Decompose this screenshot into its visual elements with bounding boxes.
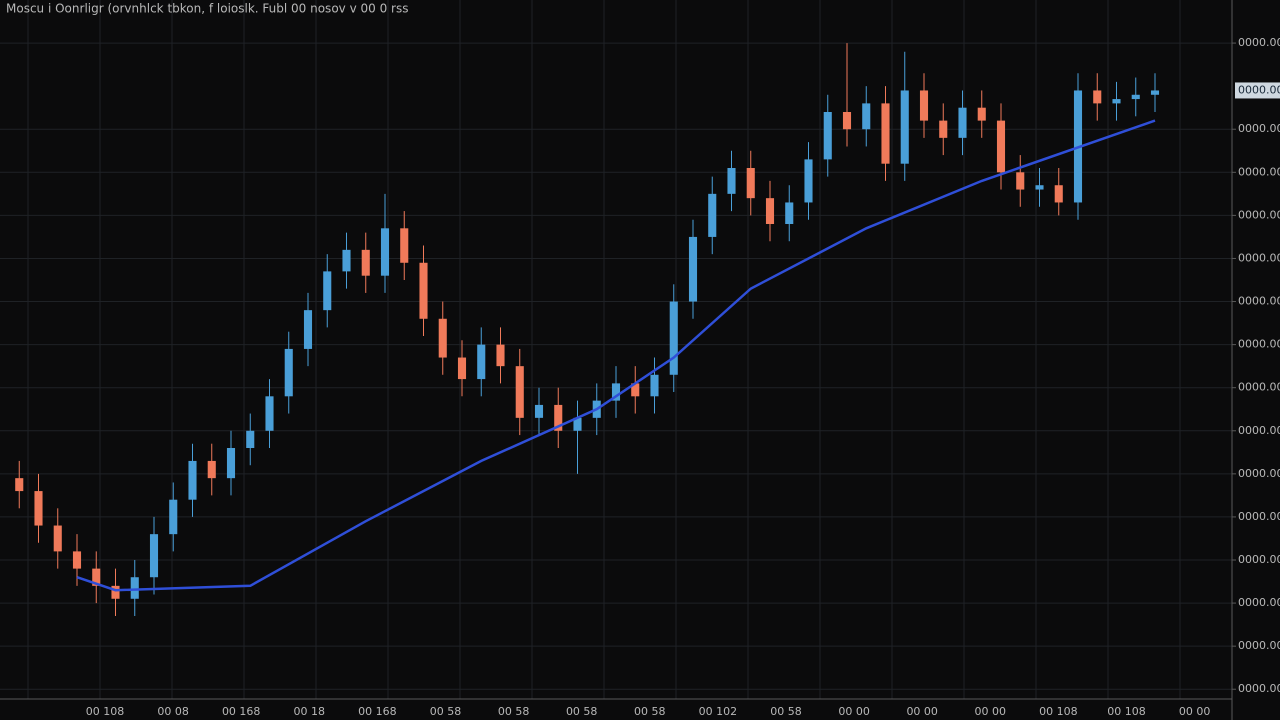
x-tick-label: 00 00 [1179,705,1211,718]
candle-body [881,103,890,164]
candle-body [457,357,467,380]
y-tick-label: 0000.00 [1238,596,1280,609]
candle-body [996,120,1006,173]
candle-body [477,344,486,380]
x-tick-label: 00 08 [157,705,189,718]
candle-body [72,551,82,569]
candle-body [149,534,159,578]
candle-body [361,249,370,276]
x-tick-label: 00 18 [294,705,326,718]
candle-body [15,478,24,492]
candle-body [631,383,640,397]
chart-title: Moscu i Oonrligr (orvnhlck tbkon, f loio… [6,2,408,16]
candle-body [534,404,544,418]
candle-body [977,107,986,121]
candle-body [265,396,274,431]
candle-body [246,430,255,448]
candle-body [400,228,409,263]
candle-body [515,366,524,418]
candle-body [284,348,293,397]
candle-body [53,525,62,552]
y-tick-label: 0000.00 [1238,295,1280,308]
candle-body [207,460,216,479]
candle-body [958,107,967,138]
axes: 0000.00 0000.00 0000.00 0000.00 0000.00 0000.… [86,36,1280,718]
candle-body [823,112,832,160]
y-tick-label: 0000.00 [1238,165,1280,178]
candle-body [669,301,678,375]
y-tick-label: 0000.00 [1238,208,1280,221]
y-tick-label: 0000.00 [1238,553,1280,566]
candle-body [746,168,755,199]
x-tick-label: 00 58 [770,705,802,718]
candle-body [900,90,909,164]
y-tick-label: 0000.00 [1238,36,1280,49]
x-tick-label: 00 168 [358,705,397,718]
candle-body [169,499,178,535]
x-tick-label: 00 58 [430,705,462,718]
candle-body [708,193,717,237]
candle-body [1016,172,1025,190]
y-tick-label: 0000.00 [1238,682,1280,695]
candle-body [303,310,313,349]
y-tick-label: 0000.00 [1238,424,1280,437]
candle-body [842,112,852,130]
x-tick-label: 00 168 [222,705,261,718]
candle-body [688,236,698,302]
x-tick-label: 00 58 [634,705,666,718]
x-tick-label: 00 00 [975,705,1007,718]
x-tick-label: 00 58 [498,705,530,718]
candle-body [554,404,563,431]
candle-body [92,568,101,586]
moving-average [76,119,1156,592]
x-tick-label: 00 00 [838,705,870,718]
y-tick-label: 0000.00 [1238,122,1280,135]
x-tick-label: 00 102 [699,705,738,718]
candle-body [342,249,351,272]
y-tick-label: 0000.00 [1238,639,1280,652]
candle-body [1054,185,1063,203]
candle-body [419,262,428,319]
candle-body [111,585,120,599]
candle-body [188,460,197,500]
last-price-box [1235,82,1280,99]
x-tick-label: 00 108 [1039,705,1078,718]
candle-body [1150,90,1160,95]
y-tick-label: 0000.00 [1238,467,1280,480]
candle-body [919,90,929,121]
candle-body [226,448,236,479]
y-tick-label: 0000.00 [1238,510,1280,523]
y-tick-label: 0000.00 [1238,338,1280,351]
x-tick-label: 00 108 [1107,705,1146,718]
candle-body [438,318,447,358]
candle-body [765,198,775,224]
last-price-label: 0000.00 [1238,83,1280,96]
candle-body [34,491,43,526]
candle-body [1035,185,1044,190]
candle-body [130,577,139,599]
candle-body [323,271,332,311]
x-tick-label: 00 00 [906,705,938,718]
candle-body [1131,94,1140,100]
y-tick-label: 0000.00 [1238,251,1280,264]
y-tick-label: 0000.00 [1238,381,1280,394]
candle-body [804,159,813,203]
candle-body [862,103,871,130]
candle-body [785,202,794,224]
x-tick-label: 00 58 [566,705,598,718]
candle-body [573,417,582,431]
candle-body [650,374,659,397]
candle-body [727,168,736,194]
candle-body [1112,99,1121,104]
x-tick-label: 00 108 [86,705,125,718]
candle-body [496,344,505,367]
candle-body [1093,90,1102,104]
candle-body [380,228,390,276]
candle-body [611,383,621,401]
candle-body [939,120,948,138]
plot [15,43,1160,616]
